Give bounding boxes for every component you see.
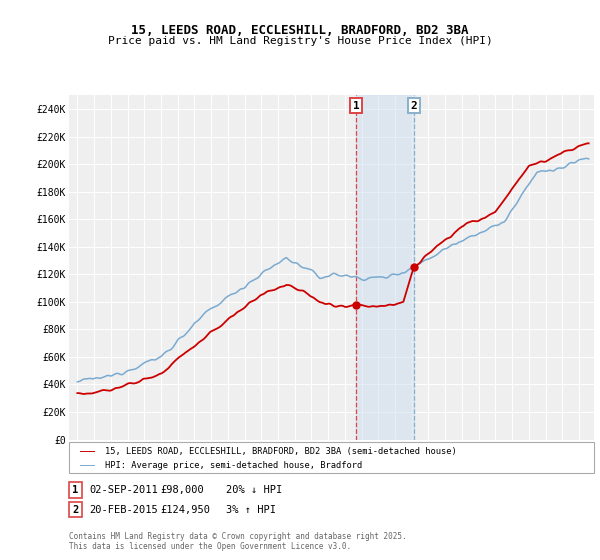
Text: HPI: Average price, semi-detached house, Bradford: HPI: Average price, semi-detached house,… [105,461,362,470]
Bar [356,95,414,440]
Text: 1: 1 [353,101,359,111]
Text: £124,950: £124,950 [160,505,210,515]
Text: ——: —— [80,445,103,458]
Text: 20-FEB-2015: 20-FEB-2015 [89,505,158,515]
Text: 1: 1 [73,485,79,495]
Text: 2: 2 [73,505,79,515]
Text: £98,000: £98,000 [160,485,204,495]
Text: Contains HM Land Registry data © Crown copyright and database right 2025.
This d: Contains HM Land Registry data © Crown c… [69,532,407,552]
Text: 3% ↑ HPI: 3% ↑ HPI [226,505,276,515]
Text: 15, LEEDS ROAD, ECCLESHILL, BRADFORD, BD2 3BA: 15, LEEDS ROAD, ECCLESHILL, BRADFORD, BD… [131,24,469,37]
Text: ——: —— [80,459,103,472]
Text: 2: 2 [410,101,418,111]
Text: Price paid vs. HM Land Registry's House Price Index (HPI): Price paid vs. HM Land Registry's House … [107,36,493,46]
Text: 02-SEP-2011: 02-SEP-2011 [89,485,158,495]
Text: 20% ↓ HPI: 20% ↓ HPI [226,485,283,495]
Text: 15, LEEDS ROAD, ECCLESHILL, BRADFORD, BD2 3BA (semi-detached house): 15, LEEDS ROAD, ECCLESHILL, BRADFORD, BD… [105,446,457,455]
